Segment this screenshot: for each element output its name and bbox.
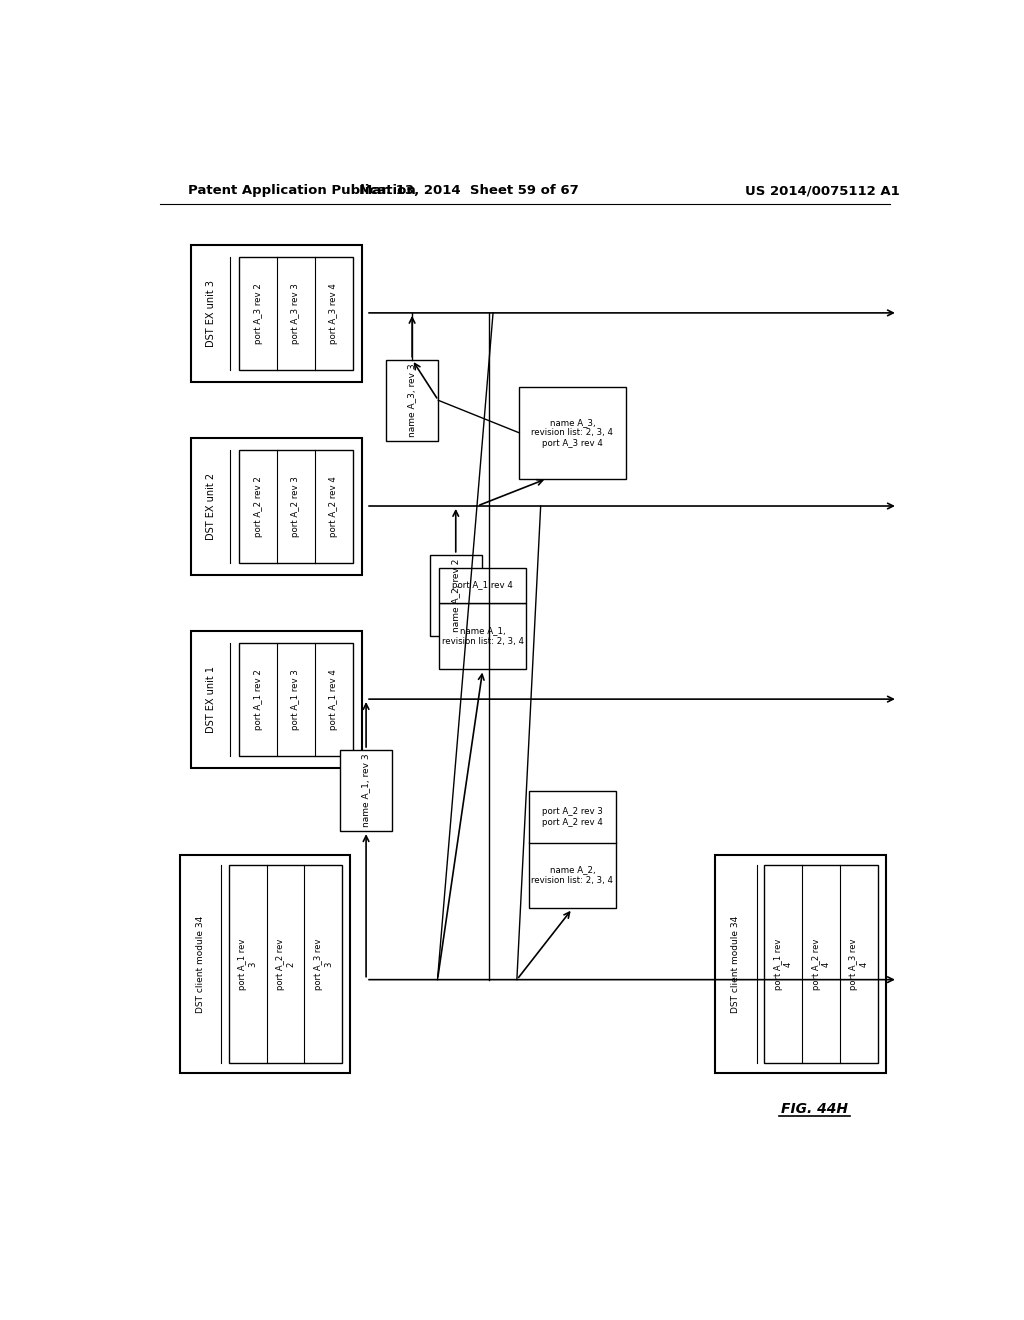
Bar [179, 854, 350, 1073]
Bar [519, 387, 626, 479]
Bar [528, 842, 616, 908]
Text: name A_1, rev 3: name A_1, rev 3 [361, 754, 371, 828]
Bar [340, 750, 392, 832]
Bar [439, 568, 526, 603]
Bar [191, 244, 362, 381]
Text: port A_1 rev
4: port A_1 rev 4 [774, 939, 793, 990]
Text: port A_3 rev 3: port A_3 rev 3 [292, 282, 300, 343]
Text: Patent Application Publication: Patent Application Publication [187, 185, 416, 198]
Text: port A_2 rev
2: port A_2 rev 2 [275, 939, 295, 990]
Text: port A_1 rev 3: port A_1 rev 3 [292, 669, 300, 730]
Text: name A_1,
revision list: 2, 3, 4: name A_1, revision list: 2, 3, 4 [441, 627, 523, 645]
Bar [528, 791, 616, 843]
Bar [765, 865, 878, 1063]
Text: DST client module 34: DST client module 34 [731, 915, 740, 1012]
Text: DST EX unit 3: DST EX unit 3 [206, 280, 215, 347]
Text: port A_3 rev 4: port A_3 rev 4 [329, 282, 338, 343]
Text: port A_2 rev 3
port A_2 rev 4: port A_2 rev 3 port A_2 rev 4 [542, 808, 603, 826]
Text: port A_3 rev
4: port A_3 rev 4 [849, 939, 868, 990]
Bar [430, 554, 481, 636]
Bar [240, 643, 352, 756]
Bar [228, 865, 342, 1063]
Text: DST client module 34: DST client module 34 [196, 915, 205, 1012]
Bar [191, 438, 362, 576]
Text: US 2014/0075112 A1: US 2014/0075112 A1 [745, 185, 900, 198]
Text: DST EX unit 2: DST EX unit 2 [206, 473, 215, 540]
Text: name A_2, rev 2: name A_2, rev 2 [452, 558, 460, 632]
Text: FIG. 44H: FIG. 44H [781, 1102, 848, 1115]
Bar [715, 854, 886, 1073]
Text: Mar. 13, 2014  Sheet 59 of 67: Mar. 13, 2014 Sheet 59 of 67 [359, 185, 580, 198]
Text: port A_2 rev 4: port A_2 rev 4 [329, 477, 338, 537]
Text: port A_3 rev 2: port A_3 rev 2 [254, 282, 262, 343]
Bar [240, 450, 352, 562]
Text: port A_1 rev 2: port A_1 rev 2 [254, 669, 262, 730]
Bar [191, 631, 362, 768]
Bar [439, 603, 526, 669]
Text: port A_2 rev 3: port A_2 rev 3 [292, 477, 300, 537]
Text: port A_2 rev 2: port A_2 rev 2 [254, 477, 262, 537]
Text: name A_2,
revision list: 2, 3, 4: name A_2, revision list: 2, 3, 4 [531, 866, 613, 884]
Bar [240, 257, 352, 370]
Text: port A_1 rev 4: port A_1 rev 4 [329, 669, 338, 730]
Text: name A_3,
revision list: 2, 3, 4
port A_3 rev 4: name A_3, revision list: 2, 3, 4 port A_… [531, 418, 613, 447]
Text: name A_3, rev 3: name A_3, rev 3 [408, 363, 417, 437]
Bar [386, 359, 438, 441]
Text: port A_1 rev 4: port A_1 rev 4 [453, 581, 513, 590]
Text: DST EX unit 1: DST EX unit 1 [206, 667, 215, 733]
Text: port A_1 rev
3: port A_1 rev 3 [238, 939, 257, 990]
Text: port A_3 rev
3: port A_3 rev 3 [313, 939, 333, 990]
Text: port A_2 rev
4: port A_2 rev 4 [811, 939, 830, 990]
